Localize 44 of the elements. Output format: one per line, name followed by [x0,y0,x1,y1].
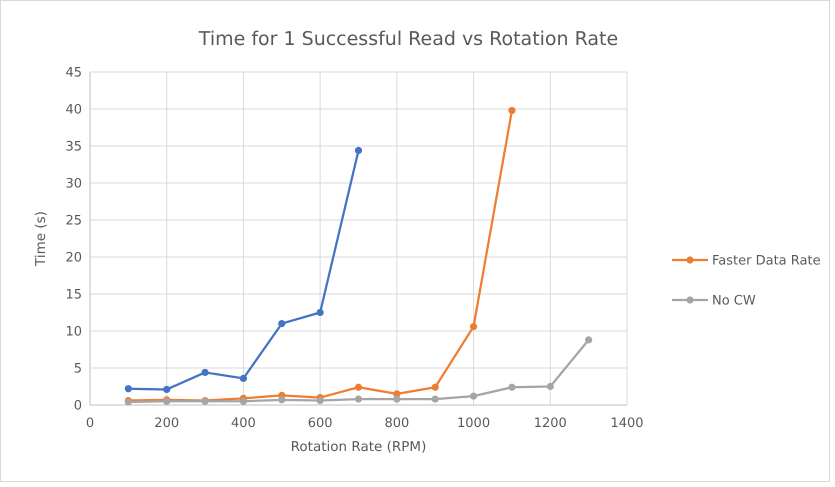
y-tick-label: 20 [65,250,82,266]
y-tick-label: 10 [65,324,82,340]
y-tick-label: 30 [65,176,82,192]
point [432,384,439,391]
y-tick-label: 15 [65,288,82,303]
point [432,395,439,403]
point [546,382,554,390]
x-tick-label: 800 [384,416,410,431]
y-tick-label: 35 [65,140,82,155]
point [585,336,592,344]
point [393,395,400,403]
point [354,395,362,403]
point [278,396,286,404]
point [470,392,478,400]
x-tick-label: 0 [86,416,94,431]
point [240,374,248,382]
point [201,368,209,376]
x-tick-label: 200 [154,416,180,431]
legend-label: Faster Data Rate [712,254,821,269]
x-tick-label: 600 [308,416,333,431]
point [278,320,286,328]
y-tick-label: 40 [65,102,82,118]
point [124,385,132,392]
y-axis-title: Time (s) [33,211,49,267]
point [163,386,170,394]
legend-label: No CW [712,294,756,309]
point [316,308,324,316]
y-tick-label: 0 [74,398,82,414]
point [508,106,516,114]
y-tick-label: 45 [65,66,82,81]
point [470,322,478,330]
x-tick-label: 1200 [534,416,567,431]
chart-title: Time for 1 Successful Read vs Rotation Rate [198,28,618,50]
x-tick-label: 400 [231,416,256,431]
point [316,396,324,404]
x-axis-title: Rotation Rate (RPM) [290,439,426,455]
x-tick-label: 1400 [610,416,644,431]
x-tick-label: 1000 [457,416,490,431]
point [240,398,248,405]
point [508,384,516,391]
y-tick-label: 25 [65,214,82,229]
point [354,384,362,391]
y-tick-label: 5 [74,362,82,377]
point [354,146,362,154]
